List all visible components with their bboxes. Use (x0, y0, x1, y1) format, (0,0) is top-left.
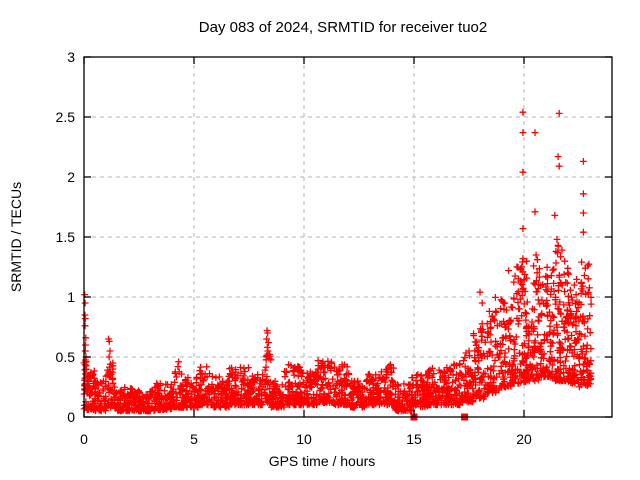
x-tick-label: 15 (406, 431, 422, 447)
chart-title: Day 083 of 2024, SRMTID for receiver tuo… (199, 19, 487, 36)
y-tick-label: 3 (67, 49, 75, 65)
x-tick-label: 5 (190, 431, 198, 447)
y-tick-label: 1.5 (56, 229, 76, 245)
y-tick-label: 0 (67, 409, 75, 425)
x-tick-label: 0 (80, 431, 88, 447)
scatter-plus-markers (80, 108, 595, 415)
x-tick-label: 20 (516, 431, 532, 447)
y-tick-label: 0.5 (56, 349, 76, 365)
axis-ticks (83, 56, 612, 418)
data-points (80, 108, 595, 421)
gridlines (84, 57, 612, 417)
y-axis-label: SRMTID / TECUs (8, 182, 24, 292)
x-axis-label: GPS time / hours (269, 453, 376, 469)
y-tick-label: 2 (67, 169, 75, 185)
y-tick-label: 2.5 (56, 109, 76, 125)
tick-labels: 0 5 10 15 20 0 0.5 1 1.5 2 2.5 3 (56, 49, 532, 447)
x-tick-label: 10 (296, 431, 312, 447)
y-tick-label: 1 (67, 289, 75, 305)
